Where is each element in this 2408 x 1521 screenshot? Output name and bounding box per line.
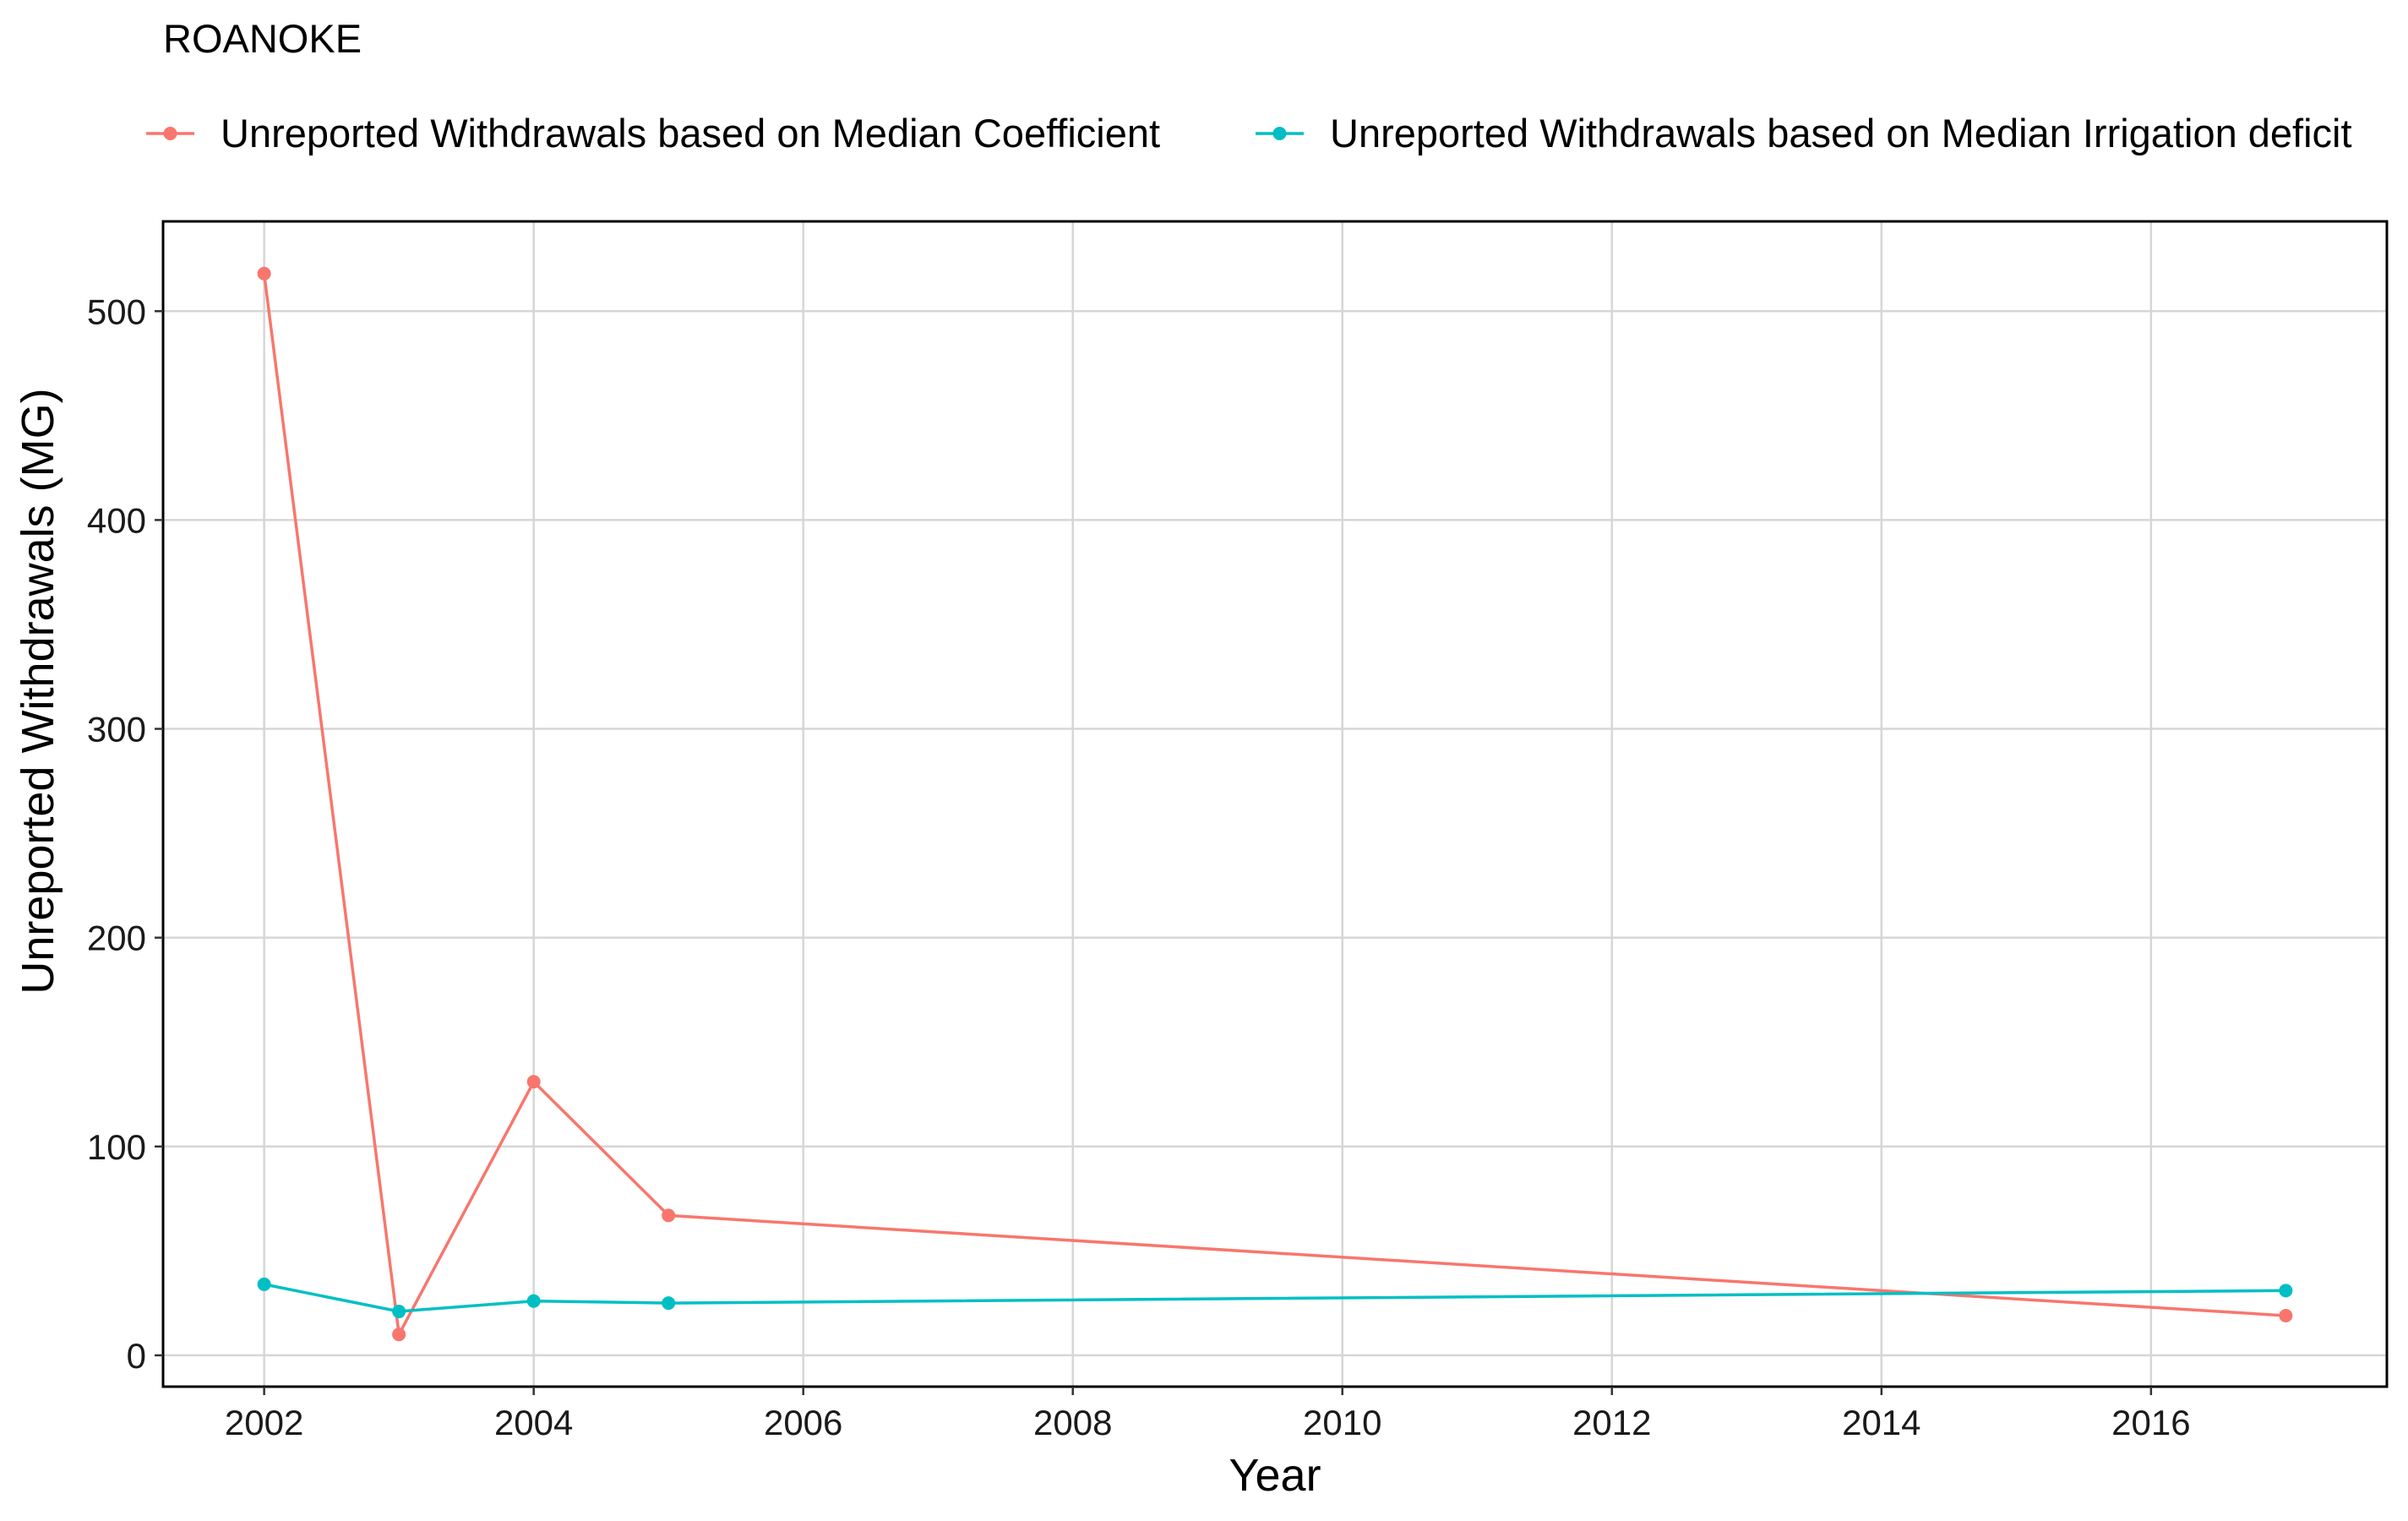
x-tick-label: 2004 [494, 1403, 573, 1442]
x-tick-label: 2008 [1033, 1403, 1112, 1442]
y-tick-label: 500 [87, 292, 146, 331]
legend-label: Unreported Withdrawals based on Median I… [1330, 111, 2352, 155]
data-point [392, 1327, 406, 1342]
data-point [526, 1075, 541, 1089]
legend-key-point [1272, 127, 1287, 140]
grid [163, 221, 2387, 1387]
series-layer [257, 266, 2293, 1342]
x-tick-label: 2002 [225, 1403, 303, 1442]
x-tick-label: 2006 [764, 1403, 842, 1442]
data-point [526, 1294, 541, 1308]
x-tick-label: 2012 [1572, 1403, 1651, 1442]
data-point [2279, 1308, 2293, 1322]
legend-key-point [163, 127, 177, 140]
x-tick-label: 2010 [1303, 1403, 1381, 1442]
y-tick-label: 400 [87, 500, 146, 540]
series-2 [257, 1277, 2293, 1319]
series-1 [257, 266, 2293, 1342]
y-axis: 0 100 200 300 400 500 [87, 292, 163, 1376]
y-tick-label: 100 [87, 1127, 146, 1167]
data-point [392, 1305, 406, 1319]
y-tick-label: 300 [87, 710, 146, 750]
y-tick-label: 200 [87, 919, 146, 958]
x-tick-label: 2014 [1842, 1403, 1920, 1442]
data-point [257, 266, 271, 281]
data-point [2279, 1284, 2293, 1298]
data-point [257, 1277, 271, 1291]
x-axis-title: Year [1229, 1450, 1321, 1501]
data-point [662, 1296, 676, 1311]
data-point [662, 1208, 676, 1223]
x-tick-label: 2016 [2111, 1403, 2190, 1442]
y-axis-title: Unreported Withdrawals (MG) [13, 388, 63, 994]
x-axis: 2002 2004 2006 2008 2010 2012 2014 2016 [225, 1387, 2191, 1442]
chart-title: ROANOKE [163, 16, 362, 61]
legend-label: Unreported Withdrawals based on Median C… [221, 111, 1160, 155]
plot-panel-border [161, 220, 2389, 1388]
legend: Unreported Withdrawals based on Median C… [146, 111, 2352, 155]
legend-item-1: Unreported Withdrawals based on Median C… [146, 111, 1160, 155]
legend-item-2: Unreported Withdrawals based on Median I… [1256, 111, 2352, 155]
y-tick-label: 0 [127, 1336, 146, 1376]
